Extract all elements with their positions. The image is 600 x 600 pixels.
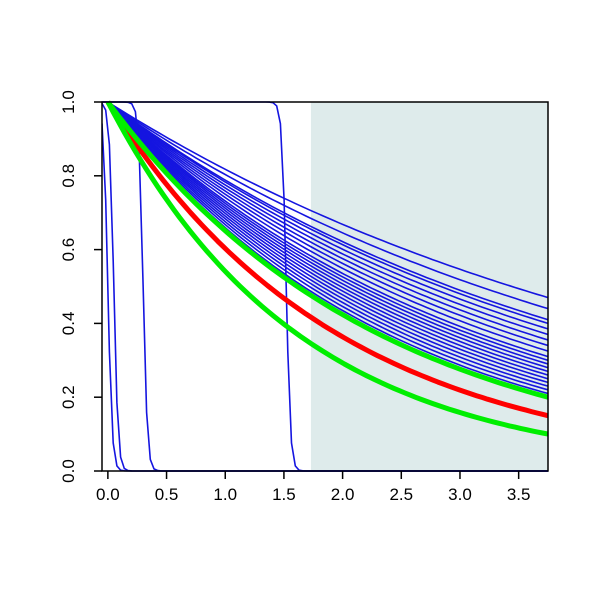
x-tick-label-4: 2.0 xyxy=(331,485,355,504)
blue-series-line-0-17 xyxy=(107,101,548,387)
blue-series-line-0-16 xyxy=(107,101,548,384)
x-tick-label-6: 3.0 xyxy=(448,485,472,504)
blue-series-line-0-4 xyxy=(107,101,548,330)
y-tick-label-0: 0.0 xyxy=(59,459,78,483)
plot-frame xyxy=(101,101,549,472)
axes-layer: 0.0 0.5 1.0 1.5 2.0 2.5 3.0 3.5 0.0 0.2 0.4 0.6 0.8 1… xyxy=(59,90,549,504)
green-series-line-3-1 xyxy=(105,100,548,437)
blue-series-line-0-18 xyxy=(107,101,548,391)
blue-series-line-0-3 xyxy=(107,101,548,325)
blue-series-line-0-14 xyxy=(107,101,548,376)
blue-series-line-0-10 xyxy=(107,101,548,362)
red-series-line-2-0 xyxy=(105,100,548,419)
blue-series-line-0-13 xyxy=(107,101,548,373)
blue-series-line-0-9 xyxy=(107,101,548,358)
blue-series-line-0-2 xyxy=(107,101,548,321)
y-tick-label-2: 0.4 xyxy=(59,312,78,336)
blue-series-line-0-6 xyxy=(107,101,548,341)
blue-series-line-0-1 xyxy=(107,101,548,310)
y-tick-label-5: 1.0 xyxy=(59,90,78,114)
x-tick-label-1: 0.5 xyxy=(155,485,179,504)
blue-series-line-0-0 xyxy=(107,101,548,299)
y-tick-label-3: 0.6 xyxy=(59,238,78,262)
blue-series-line-0-8 xyxy=(107,101,548,352)
x-tick-label-7: 3.5 xyxy=(507,485,531,504)
x-tick-label-3: 1.5 xyxy=(272,485,296,504)
x-tick-label-5: 2.5 xyxy=(389,485,413,504)
x-tick-label-0: 0.0 xyxy=(96,485,120,504)
blue-series-line-0-5 xyxy=(107,101,548,336)
blue-series-line-0-15 xyxy=(107,101,548,380)
blue-series-line-0-12 xyxy=(107,101,548,369)
green-series-line-3-0 xyxy=(105,100,548,400)
x-tick-label-2: 1.0 xyxy=(213,485,237,504)
blue-series-line-0-11 xyxy=(107,101,548,365)
y-tick-label-1: 0.2 xyxy=(59,385,78,409)
blue-series-line-0-7 xyxy=(107,101,548,347)
y-tick-label-4: 0.8 xyxy=(59,164,78,188)
